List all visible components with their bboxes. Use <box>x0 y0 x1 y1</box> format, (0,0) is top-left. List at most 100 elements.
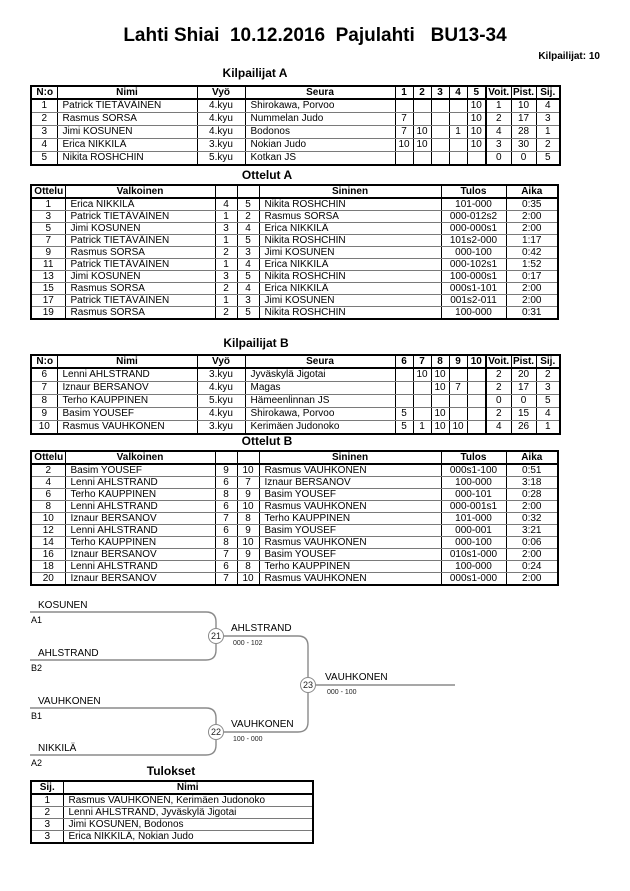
match-row: 14 Terho KAUPPINEN 8 10 Rasmus VAUHKONEN… <box>30 536 559 549</box>
bracket-line-a1 <box>30 611 217 628</box>
competitor-name: Erica NIKKILÄ <box>56 138 198 152</box>
match-row: 12 Lenni AHLSTRAND 6 9 Basim YOUSEF 000-… <box>30 524 559 537</box>
pool-a-table: N:o Nimi Vyö Seura 1 2 3 4 5 Voit. Pist.… <box>30 85 561 166</box>
matches-a-heading: Ottelut A <box>241 168 293 182</box>
competitor-place: 4 <box>535 407 561 421</box>
matches-b-table: Ottelu Valkoinen Sininen Tulos Aika 2 Ba… <box>30 450 559 586</box>
col-header-opp-3: 3 <box>430 85 450 100</box>
semifinal2-winner-name: VAUHKONEN <box>231 719 294 730</box>
competitor-club: Nokian Judo <box>244 138 396 152</box>
col-header-no: N:o <box>30 85 58 100</box>
competitor-place: 2 <box>535 367 561 382</box>
pool-b-header-row: N:o Nimi Vyö Seura 6 7 8 9 10 Voit. Pist… <box>30 354 561 369</box>
match-row: 8 Lenni AHLSTRAND 6 10 Rasmus VAUHKONEN … <box>30 500 559 513</box>
col-header-place: Sij. <box>535 354 561 369</box>
col-header-blue: Sininen <box>258 184 442 199</box>
bracket-seed-a2-label: A2 <box>31 758 43 768</box>
competitor-number: 5 <box>30 151 58 166</box>
matches-a-table: Ottelu Valkoinen Sininen Tulos Aika 1 Er… <box>30 184 559 320</box>
match-time: 2:00 <box>505 294 559 307</box>
match-row: 20 Iznaur BERSANOV 7 10 Rasmus VAUHKONEN… <box>30 572 559 586</box>
col-header-wins: Voit. <box>485 85 512 100</box>
match-row: 19 Rasmus SORSA 2 5 Nikita ROSHCHIN 100-… <box>30 306 559 320</box>
bracket-node-final: 23 <box>300 677 316 693</box>
competitor-belt: 3.kyu <box>196 420 246 435</box>
competitor-row: 3 Jimi KOSUNEN 4.kyu Bodonos 7 10 1 10 4… <box>30 125 561 139</box>
white-name: Patrick TIETÄVÄINEN <box>64 294 216 307</box>
col-header-white: Valkoinen <box>64 450 216 465</box>
competitor-points: 15 <box>510 407 537 421</box>
result-place: 3 <box>30 830 64 844</box>
matches-b-heading: Ottelut B <box>241 434 293 448</box>
match-row: 1 Erica NIKKILÄ 4 5 Nikita ROSHCHIN 101-… <box>30 197 559 211</box>
col-header-match: Ottelu <box>30 450 66 465</box>
result-place: 1 <box>30 793 64 807</box>
bracket-line-b1 <box>30 707 217 724</box>
semifinal1-score: 000 - 102 <box>233 640 263 647</box>
match-time: 2:00 <box>505 572 559 586</box>
col-header-name: Nimi <box>56 85 198 100</box>
pool-b-heading: Kilpailijat B <box>223 336 289 350</box>
col-header-club: Seura <box>244 354 396 369</box>
result-row: 2 Lenni AHLSTRAND, Jyväskylä Jigotai <box>30 806 314 819</box>
results-table: Sij. Nimi 1 Rasmus VAUHKONEN, Kerimäen J… <box>30 780 314 844</box>
bracket-seed-b1-name: VAUHKONEN <box>38 696 101 707</box>
result-name: Erica NIKKILÄ, Nokian Judo <box>62 830 314 844</box>
white-number: 2 <box>214 306 238 320</box>
bracket-line-b2 <box>30 644 217 661</box>
match-row: 11 Patrick TIETÄVÄINEN 1 4 Erica NIKKILÄ… <box>30 258 559 271</box>
pool-a-header-row: N:o Nimi Vyö Seura 1 2 3 4 5 Voit. Pist.… <box>30 85 561 100</box>
pool-a-heading: Kilpailijat A <box>222 66 288 80</box>
blue-name: Terho KAUPPINEN <box>258 560 442 573</box>
bracket-seed-b2-label: B2 <box>31 663 43 673</box>
col-header-opp-4: 4 <box>448 85 468 100</box>
col-header-time: Aika <box>505 184 559 199</box>
competitor-wins: 2 <box>485 407 512 421</box>
col-header-name: Nimi <box>56 354 198 369</box>
result-row: 3 Jimi KOSUNEN, Bodonos <box>30 818 314 831</box>
result-place: 2 <box>30 806 64 819</box>
col-header-name: Nimi <box>62 780 314 795</box>
competitor-row: 8 Terho KAUPPINEN 5.kyu Hämeenlinnan JS … <box>30 394 561 408</box>
competitor-count-label: Kilpailijat: 10 <box>538 51 600 62</box>
competitor-row: 1 Patrick TIETÄVÄINEN 4.kyu Shirokawa, P… <box>30 98 561 113</box>
result-place: 3 <box>30 818 64 831</box>
blue-name: Jimi KOSUNEN <box>258 294 442 307</box>
competitor-belt: 3.kyu <box>196 138 246 152</box>
competitor-name: Rasmus VAUHKONEN <box>56 420 198 435</box>
bracket-node-semifinal2: 22 <box>208 724 224 740</box>
result-name: Jimi KOSUNEN, Bodonos <box>62 818 314 831</box>
col-header-white: Valkoinen <box>64 184 216 199</box>
competitor-place: 1 <box>535 420 561 435</box>
match-time: 0:31 <box>505 306 559 320</box>
blue-name: Nikita ROSHCHIN <box>258 306 442 320</box>
col-header-wins: Voit. <box>485 354 512 369</box>
competitor-place: 5 <box>535 151 561 166</box>
col-header-place: Sij. <box>535 85 561 100</box>
white-number: 7 <box>214 572 238 586</box>
bracket-seed-a1-label: A1 <box>31 615 43 625</box>
final-score: 000 - 100 <box>327 689 357 696</box>
bracket-line-a2 <box>30 740 217 756</box>
col-header-no: N:o <box>30 354 58 369</box>
match-row: 4 Lenni AHLSTRAND 6 7 Iznaur BERSANOV 10… <box>30 476 559 489</box>
col-header-opp-2: 2 <box>412 85 432 100</box>
semifinal2-score: 100 - 000 <box>233 736 263 743</box>
white-name: Rasmus SORSA <box>64 306 216 320</box>
bracket-seed-b1-label: B1 <box>31 711 43 721</box>
page-title: Lahti Shiai 10.12.2016 Pajulahti BU13-34 <box>123 25 507 46</box>
match-result: 000s1-000 <box>440 572 507 586</box>
match-row: 18 Lenni AHLSTRAND 6 8 Terho KAUPPINEN 1… <box>30 560 559 573</box>
competitor-club: Kerimäen Judonoko <box>244 420 396 435</box>
competitor-row: 6 Lenni AHLSTRAND 3.kyu Jyväskylä Jigota… <box>30 367 561 382</box>
blue-name: Rasmus VAUHKONEN <box>258 572 442 586</box>
matrix-cell-9: 10 <box>448 420 468 435</box>
matches-b-header-row: Ottelu Valkoinen Sininen Tulos Aika <box>30 450 559 465</box>
competitor-belt: 4.kyu <box>196 407 246 421</box>
competitor-club: Shirokawa, Porvoo <box>244 407 396 421</box>
competitor-row: 5 Nikita ROSHCHIN 5.kyu Kotkan JS 0 0 5 <box>30 151 561 166</box>
matches-a-header-row: Ottelu Valkoinen Sininen Tulos Aika <box>30 184 559 199</box>
bracket-seed-a2-name: NIKKILÄ <box>38 743 77 754</box>
